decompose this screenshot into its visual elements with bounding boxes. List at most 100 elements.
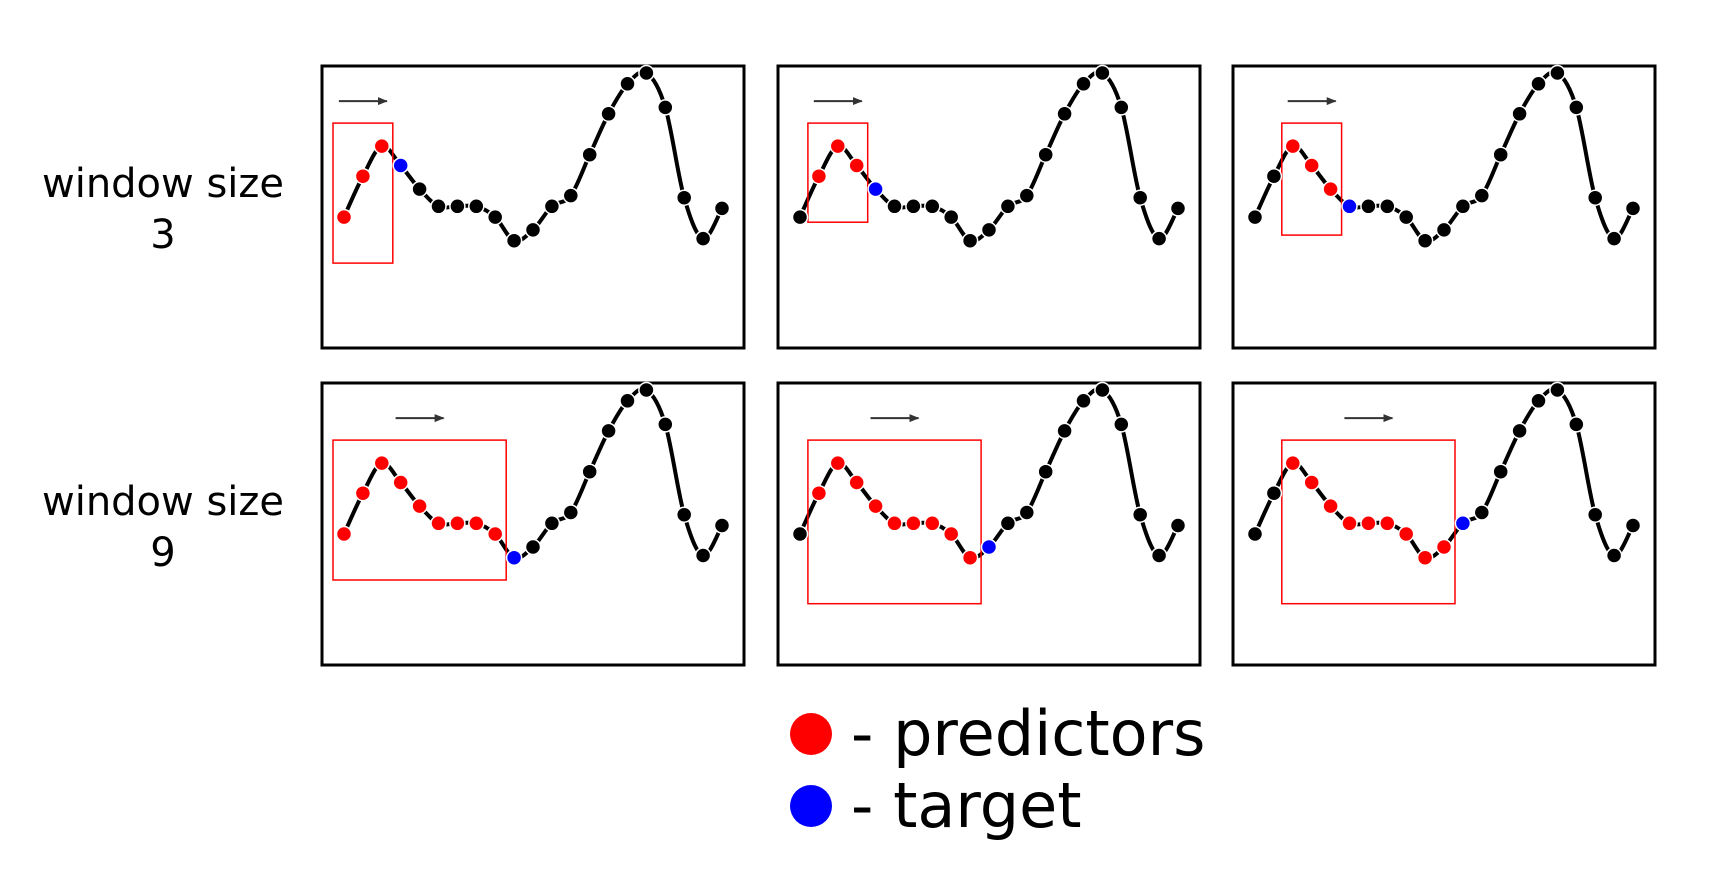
panel-frame <box>776 64 1202 350</box>
target-point <box>980 538 998 556</box>
series-point <box>1473 187 1491 204</box>
series-point <box>713 200 731 217</box>
predictor-point <box>848 474 865 491</box>
series-point <box>999 198 1017 215</box>
predictor-point <box>1435 538 1453 556</box>
series-point <box>1568 99 1585 116</box>
series-point <box>1586 506 1604 523</box>
series-point <box>486 208 504 226</box>
series-point <box>1624 200 1642 217</box>
series-point <box>1056 422 1073 440</box>
series-point <box>942 208 960 226</box>
predictor-point <box>924 515 941 532</box>
series-point <box>1605 230 1623 247</box>
row-label-line2: 9 <box>150 530 175 576</box>
series-point <box>657 416 674 433</box>
legend-item-predictors: - predictors <box>790 697 1205 770</box>
predictor-point <box>392 474 409 491</box>
window-box <box>1281 122 1343 236</box>
series-point <box>1113 99 1130 116</box>
series-point <box>638 381 655 399</box>
series-point <box>430 198 447 215</box>
legend-item-target: - target <box>790 769 1082 842</box>
series-point <box>791 525 809 543</box>
series-point <box>886 198 903 215</box>
series-point <box>1379 198 1396 215</box>
series-point <box>1549 381 1566 399</box>
series-point <box>1624 517 1642 534</box>
series-point <box>1265 167 1283 185</box>
predictor-point <box>468 515 485 532</box>
target-point <box>867 180 884 198</box>
predictor-point <box>1379 515 1396 532</box>
legend-target-label: - target <box>851 769 1082 842</box>
series-point <box>1169 200 1187 217</box>
predictor-point <box>1360 515 1377 532</box>
series-point <box>505 232 523 249</box>
series-point <box>1530 75 1547 93</box>
legend-predictors-label: - predictors <box>851 697 1205 770</box>
series-point <box>543 515 561 532</box>
predictor-dot-icon <box>790 713 832 755</box>
target-point <box>392 157 409 174</box>
series-point <box>1075 75 1092 93</box>
panel-row2-col3 <box>1231 381 1657 667</box>
series-point <box>1113 416 1130 433</box>
series-point <box>524 538 542 556</box>
row-label-line1: window size <box>42 479 284 525</box>
predictor-point <box>905 515 922 532</box>
series-point <box>1511 105 1528 123</box>
row-label-line1: window size <box>42 161 284 207</box>
predictor-point <box>335 208 353 226</box>
series-point <box>1605 547 1623 564</box>
series-point <box>1568 416 1585 433</box>
series-point <box>1454 198 1472 215</box>
predictor-point <box>1284 137 1302 155</box>
panel-row2-col2 <box>776 381 1202 667</box>
series-point <box>562 504 580 521</box>
panel-row1-col1 <box>320 64 746 350</box>
row-label-window-3: window size 3 <box>42 161 284 258</box>
series-point <box>1549 64 1566 82</box>
predictor-point <box>335 525 353 543</box>
predictor-point <box>810 167 828 185</box>
series-point <box>1265 484 1283 502</box>
series-point <box>1492 463 1509 480</box>
target-point <box>505 549 523 566</box>
series-point <box>600 422 617 440</box>
row-label-line2: 3 <box>150 212 175 258</box>
series-point <box>619 392 636 410</box>
panel-frame <box>776 381 1202 667</box>
predictor-point <box>1284 454 1302 472</box>
predictor-point <box>449 515 466 532</box>
series-point <box>1246 208 1264 226</box>
series-point <box>468 198 485 215</box>
series-point <box>581 146 598 163</box>
panel-frame <box>320 64 746 350</box>
series-point <box>1473 504 1491 521</box>
series-point <box>1094 64 1111 82</box>
series-point <box>1018 504 1036 521</box>
series-point <box>1397 208 1415 226</box>
panel-frame <box>1231 64 1657 350</box>
series-point <box>1169 517 1187 534</box>
series-point <box>713 517 731 534</box>
series-point <box>1131 189 1149 206</box>
series-point <box>961 232 979 249</box>
panel-frame <box>1231 381 1657 667</box>
series-point <box>1435 221 1453 239</box>
predictor-point <box>1416 549 1434 566</box>
panel-row1-col2 <box>776 64 1202 350</box>
series-point <box>791 208 809 226</box>
row-label-window-9: window size 9 <box>42 479 284 576</box>
series-point <box>675 189 693 206</box>
predictor-point <box>829 454 847 472</box>
window-box <box>332 439 507 581</box>
window-box <box>332 122 394 264</box>
series-point <box>1586 189 1604 206</box>
series-point <box>581 463 598 480</box>
predictor-point <box>354 167 372 185</box>
series-point <box>924 198 941 215</box>
predictor-point <box>810 484 828 502</box>
